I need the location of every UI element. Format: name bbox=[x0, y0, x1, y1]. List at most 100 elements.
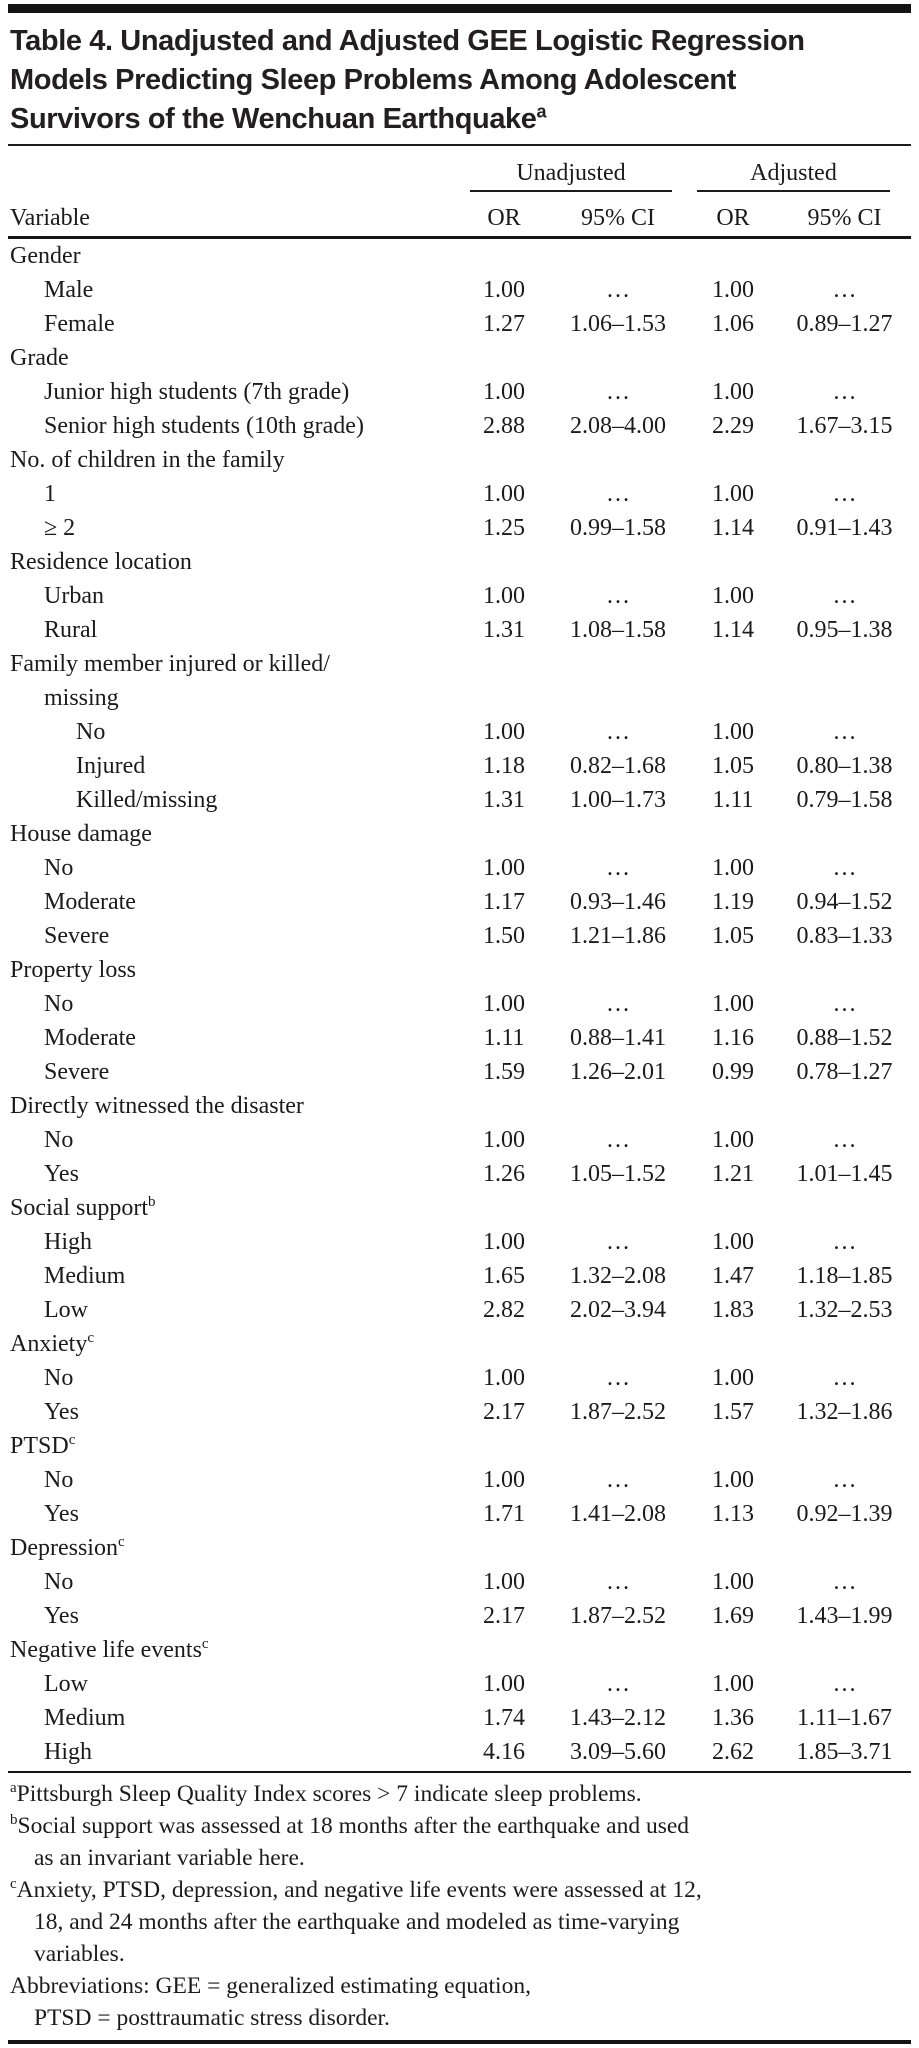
row-label: Junior high students (7th grade) bbox=[44, 379, 350, 405]
or-unadjusted-cell: 1.00 bbox=[483, 1569, 525, 1595]
ci-unadjusted-cell: 1.21–1.86 bbox=[570, 923, 666, 949]
row-label: Urban bbox=[44, 583, 104, 609]
footnotes: aPittsburgh Sleep Quality Index scores >… bbox=[8, 1778, 911, 2034]
or-unadjusted-cell: 1.00 bbox=[483, 1229, 525, 1255]
row-label: Residence location bbox=[10, 549, 192, 575]
or-unadjusted-cell: 1.17 bbox=[483, 889, 525, 915]
or-unadjusted-cell: 1.11 bbox=[483, 1025, 525, 1051]
row-label: Male bbox=[44, 277, 94, 303]
ci-unadjusted-cell bbox=[548, 545, 688, 579]
row-label: No bbox=[44, 1569, 74, 1595]
row-label: Severe bbox=[44, 1059, 110, 1085]
row-label: Rural bbox=[44, 617, 98, 643]
row-label: Depressionc bbox=[10, 1534, 125, 1562]
ci-unadjusted-cell bbox=[548, 1633, 688, 1667]
footnote-line: as an invariant variable here. bbox=[34, 1845, 305, 1871]
ci-adjusted-cell: 0.80–1.38 bbox=[796, 753, 893, 779]
or-adjusted-cell bbox=[688, 647, 778, 681]
column-header-ci-adjusted: 95% CI bbox=[807, 205, 882, 231]
or-adjusted-cell: 1.00 bbox=[712, 1229, 754, 1255]
ci-adjusted-cell bbox=[778, 545, 911, 579]
table-title-line-1: Table 4. Unadjusted and Adjusted GEE Log… bbox=[10, 25, 805, 57]
row-label: 1 bbox=[44, 481, 56, 507]
ci-unadjusted-cell: 2.02–3.94 bbox=[570, 1297, 666, 1323]
footnote: Abbreviations: GEE = generalized estimat… bbox=[8, 1970, 911, 2034]
ci-adjusted-cell bbox=[778, 1089, 911, 1123]
row-label: High bbox=[44, 1739, 92, 1765]
or-unadjusted-cell bbox=[460, 341, 548, 375]
header-rule bbox=[8, 236, 911, 239]
column-header-or-unadjusted: OR bbox=[487, 205, 521, 231]
ci-unadjusted-cell: 1.08–1.58 bbox=[570, 617, 666, 643]
ci-unadjusted-cell bbox=[548, 647, 688, 681]
or-adjusted-cell: 2.29 bbox=[712, 413, 754, 439]
row-label: Yes bbox=[44, 1399, 79, 1425]
or-unadjusted-cell bbox=[460, 681, 548, 715]
ci-adjusted-cell: … bbox=[832, 1365, 857, 1391]
or-unadjusted-cell bbox=[460, 1429, 548, 1463]
or-adjusted-cell bbox=[688, 1089, 778, 1123]
or-unadjusted-cell bbox=[460, 239, 548, 273]
or-adjusted-cell: 1.00 bbox=[712, 1127, 754, 1153]
or-unadjusted-cell: 1.00 bbox=[483, 1671, 525, 1697]
ci-unadjusted-cell: 1.26–2.01 bbox=[570, 1059, 666, 1085]
footnote-line: 18, and 24 months after the earthquake a… bbox=[34, 1909, 680, 1935]
or-unadjusted-cell bbox=[460, 443, 548, 477]
row-label: Moderate bbox=[44, 1025, 136, 1051]
ci-unadjusted-cell: … bbox=[606, 855, 630, 881]
ci-adjusted-cell: 1.32–1.86 bbox=[796, 1399, 893, 1425]
ci-unadjusted-cell: 1.41–2.08 bbox=[570, 1501, 666, 1527]
ci-unadjusted-cell: 0.82–1.68 bbox=[570, 753, 666, 779]
ci-unadjusted-cell: … bbox=[606, 379, 630, 405]
or-adjusted-cell bbox=[688, 341, 778, 375]
or-adjusted-cell bbox=[688, 545, 778, 579]
footnote-line: variables. bbox=[34, 1941, 125, 1967]
ci-adjusted-cell: … bbox=[832, 379, 857, 405]
or-adjusted-cell: 1.00 bbox=[712, 583, 754, 609]
title-rule bbox=[8, 144, 911, 146]
ci-adjusted-cell bbox=[778, 239, 911, 273]
or-adjusted-cell: 1.00 bbox=[712, 379, 754, 405]
footnote-line: bSocial support was assessed at 18 month… bbox=[10, 1812, 690, 1839]
ci-adjusted-cell: … bbox=[832, 583, 857, 609]
ci-adjusted-cell bbox=[778, 1429, 911, 1463]
or-unadjusted-cell: 1.00 bbox=[483, 991, 525, 1017]
or-unadjusted-cell: 1.26 bbox=[483, 1161, 525, 1187]
ci-adjusted-cell bbox=[778, 681, 911, 715]
title-footnote-marker: a bbox=[536, 101, 547, 122]
ci-unadjusted-cell bbox=[548, 1429, 688, 1463]
or-adjusted-cell: 1.00 bbox=[712, 1569, 754, 1595]
or-adjusted-cell: 1.00 bbox=[712, 991, 754, 1017]
or-adjusted-cell: 1.14 bbox=[712, 515, 754, 541]
ci-adjusted-cell: 0.89–1.27 bbox=[796, 311, 893, 337]
row-footnote-marker: c bbox=[117, 1534, 125, 1550]
ci-unadjusted-cell: … bbox=[606, 1229, 630, 1255]
or-adjusted-cell: 1.69 bbox=[712, 1603, 754, 1629]
ci-unadjusted-cell: … bbox=[606, 583, 630, 609]
row-label: Social supportb bbox=[10, 1194, 156, 1222]
ci-adjusted-cell: 0.91–1.43 bbox=[796, 515, 893, 541]
ci-adjusted-cell: … bbox=[832, 991, 857, 1017]
ci-unadjusted-cell: 3.09–5.60 bbox=[570, 1739, 666, 1765]
row-label: Gender bbox=[10, 243, 81, 269]
row-label: missing bbox=[44, 685, 119, 711]
or-adjusted-cell bbox=[688, 953, 778, 987]
ci-unadjusted-cell bbox=[548, 1531, 688, 1565]
ci-adjusted-cell bbox=[778, 1531, 911, 1565]
row-label: High bbox=[44, 1229, 92, 1255]
row-label: House damage bbox=[10, 821, 152, 847]
ci-adjusted-cell bbox=[778, 341, 911, 375]
ci-adjusted-cell: … bbox=[832, 719, 857, 745]
row-label: No bbox=[44, 855, 74, 881]
row-label: No bbox=[44, 1467, 74, 1493]
ci-unadjusted-cell: 1.87–2.52 bbox=[570, 1603, 666, 1629]
or-adjusted-cell bbox=[688, 1191, 778, 1225]
table-title: Table 4. Unadjusted and Adjusted GEE Log… bbox=[10, 22, 911, 139]
ci-adjusted-cell: … bbox=[832, 1229, 857, 1255]
or-unadjusted-cell: 1.00 bbox=[483, 379, 525, 405]
ci-adjusted-cell: 1.32–2.53 bbox=[796, 1297, 893, 1323]
or-unadjusted-cell: 2.17 bbox=[483, 1399, 525, 1425]
or-adjusted-cell: 1.00 bbox=[712, 1467, 754, 1493]
ci-adjusted-cell: 1.43–1.99 bbox=[796, 1603, 893, 1629]
